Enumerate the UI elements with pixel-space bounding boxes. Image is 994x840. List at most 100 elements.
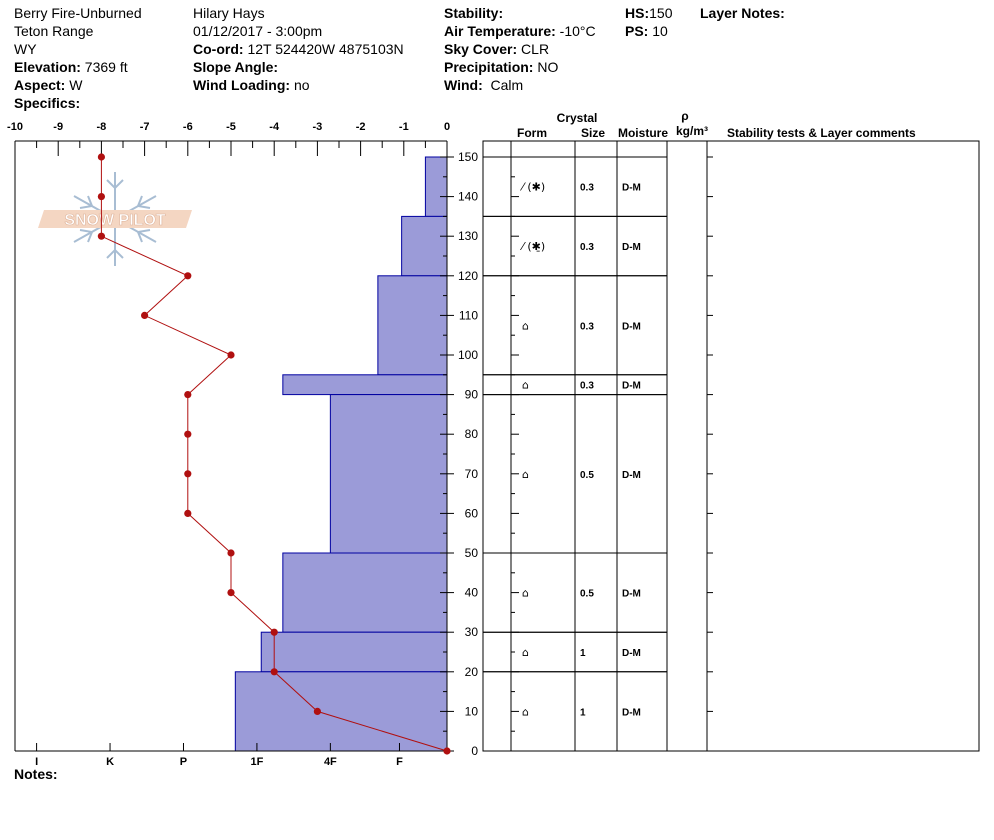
temperature-point xyxy=(184,391,192,399)
height-tick-label: 140 xyxy=(458,190,478,204)
temperature-point xyxy=(141,311,149,319)
temperature-point xyxy=(270,668,278,676)
layer-form-symbol: ⌂ xyxy=(522,705,529,718)
column-header-density: kg/m³ xyxy=(676,124,708,138)
layer-form-symbol: ⌂ xyxy=(522,379,529,392)
hardness-bar xyxy=(282,552,448,633)
hardness-label: 1F xyxy=(250,756,263,768)
hardness-bar xyxy=(234,671,448,752)
hardness-bar xyxy=(329,394,448,554)
layer-moisture: D-M xyxy=(622,242,641,253)
layer-size: 0.5 xyxy=(580,470,594,481)
temperature-point xyxy=(443,747,451,755)
temperature-tick-label: -4 xyxy=(269,121,280,133)
temperature-tick-label: -6 xyxy=(183,121,193,133)
sky-value: CLR xyxy=(521,41,550,57)
ps-value: 10 xyxy=(652,23,668,39)
hardness-label: 4F xyxy=(324,756,337,768)
height-tick-label: 80 xyxy=(465,427,479,441)
datetime: 01/12/2017 - 3:00pm xyxy=(193,23,323,39)
temperature-tick-label: -2 xyxy=(356,121,366,133)
height-tick-label: 110 xyxy=(459,308,478,322)
layer-size: 0.3 xyxy=(580,321,594,332)
layer-moisture: D-M xyxy=(622,707,641,718)
layer-size: 0.3 xyxy=(580,242,594,253)
height-tick-label: 130 xyxy=(458,229,478,243)
hardness-bar xyxy=(424,156,448,217)
aspect-row: Aspect: W xyxy=(14,77,83,93)
height-tick-label: 10 xyxy=(465,704,479,718)
temperature-tick-label: -5 xyxy=(226,121,236,133)
height-tick-label: 40 xyxy=(465,586,479,600)
layer-moisture: D-M xyxy=(622,321,641,332)
column-header-rho: ρ xyxy=(681,109,688,123)
height-tick-label: 60 xyxy=(465,506,479,520)
column-header-crystal: Crystal xyxy=(557,111,598,125)
hardness-label: K xyxy=(106,756,114,768)
elevation-value: 7369 ft xyxy=(84,59,128,75)
logo-text: SNOW PILOT xyxy=(64,212,166,229)
temperature-tick-label: -10 xyxy=(7,121,23,133)
snowpilot-logo: SNOW PILOT xyxy=(38,172,192,266)
layer-size: 1 xyxy=(580,707,586,718)
layer-form-symbol: ⌂ xyxy=(522,646,529,659)
site-name: Berry Fire-Unburned xyxy=(14,5,142,21)
stability-row: Stability: xyxy=(444,5,504,21)
temperature-tick-label: -8 xyxy=(97,121,107,133)
temperature-point xyxy=(227,549,235,557)
hardness-label: I xyxy=(35,756,38,768)
layer-moisture: D-M xyxy=(622,589,641,600)
layer-moisture: D-M xyxy=(622,648,641,659)
slope-row: Slope Angle: xyxy=(193,59,279,75)
height-tick-label: 20 xyxy=(465,665,479,679)
layer-form-symbol: ⁄ (✱̱) xyxy=(519,240,545,253)
column-header-moisture: Moisture xyxy=(618,126,668,140)
hardness-label: F xyxy=(396,756,403,768)
site-info: Berry Fire-Unburned Teton Range WY Eleva… xyxy=(14,4,142,112)
column-header-size: Size xyxy=(581,126,605,140)
air-temp-value: -10°C xyxy=(559,23,596,39)
layer-form-symbol: ⌂ xyxy=(522,319,529,332)
range-name: Teton Range xyxy=(14,23,94,39)
layer-table: Crystal Form Size Moisture ρkg/m³ Stability t… xyxy=(482,109,980,752)
layer-moisture: D-M xyxy=(622,183,641,194)
hardness-bars xyxy=(234,156,448,752)
state-name: WY xyxy=(14,41,37,57)
temperature-point xyxy=(227,351,235,359)
height-tick-label: 150 xyxy=(458,150,478,164)
temperature-point xyxy=(184,509,192,517)
hs-value: 150 xyxy=(649,5,673,21)
observer-info: Hilary Hays 01/12/2017 - 3:00pm Co-ord: … xyxy=(193,4,404,94)
layer-moisture: D-M xyxy=(622,470,641,481)
temperature-point xyxy=(184,272,192,280)
elevation-row: Elevation: 7369 ft xyxy=(14,59,128,75)
temperature-profile xyxy=(97,153,451,755)
temperature-point xyxy=(313,707,321,716)
layer-size: 1 xyxy=(580,648,586,659)
height-tick-label: 120 xyxy=(458,269,478,283)
weather-info: Stability: Air Temperature: -10°C Sky Co… xyxy=(444,4,596,94)
temperature-point xyxy=(270,628,278,636)
temperature-tick-label: -9 xyxy=(53,121,63,133)
layer-notes-label: Layer Notes: xyxy=(700,5,785,21)
snow-depth-info: HS:150 PS: 10 xyxy=(625,4,672,40)
layer-form-symbol: ⌂ xyxy=(522,587,529,600)
chart-axes: -10 -9 -8 -7 -6 -5 -4 -3 -2 -1 0010203040506070809… xyxy=(7,121,478,768)
wind-loading-row: Wind Loading: no xyxy=(193,77,310,93)
ps-row: PS: 10 xyxy=(625,23,668,39)
layer-form-symbol: ⁄ (✱) xyxy=(519,181,545,194)
logo-banner xyxy=(38,210,192,228)
specifics-row: Specifics: xyxy=(14,95,81,111)
height-tick-label: 30 xyxy=(465,625,479,639)
temperature-point xyxy=(97,153,105,161)
column-header-comments: Stability tests & Layer comments xyxy=(727,126,916,140)
height-tick-label: 70 xyxy=(465,467,479,481)
air-temp-row: Air Temperature: -10°C xyxy=(444,23,596,39)
hardness-bar xyxy=(377,275,448,376)
wind-value: Calm xyxy=(490,77,524,93)
coord-row: Co-ord: 12T 524420W 4875103N xyxy=(193,41,404,57)
wind-loading-value: no xyxy=(293,77,310,93)
height-tick-label: 100 xyxy=(458,348,478,362)
wind-row: Wind: Calm xyxy=(444,77,524,93)
notes-label: Notes: xyxy=(14,766,58,782)
